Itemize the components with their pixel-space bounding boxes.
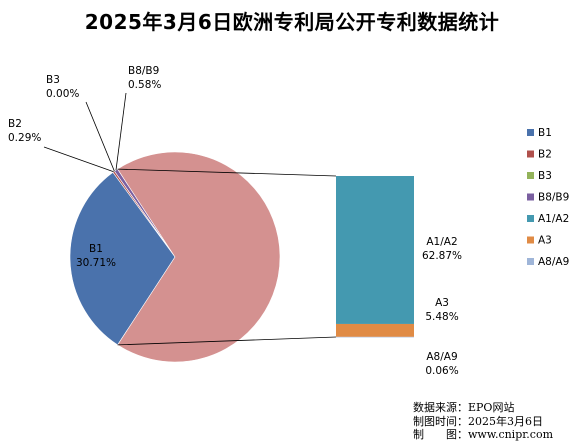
legend-swatch-a8-a9 [527, 258, 534, 265]
legend-label-b8-b9: B8/B9 [538, 192, 569, 204]
legend-label-a3: A3 [538, 235, 552, 247]
data-label-b2: B2 0.29% [8, 118, 41, 144]
svg-text:B2: B2 [8, 118, 22, 130]
legend-swatch-b1 [527, 129, 534, 136]
legend-label-b2: B2 [538, 149, 552, 161]
data-label-a3: A3 5.48% [425, 297, 458, 323]
legend-swatch-b2 [527, 151, 534, 158]
svg-text:0.06%: 0.06% [425, 365, 458, 377]
legend-swatch-a3 [527, 237, 534, 244]
svg-text:30.71%: 30.71% [76, 257, 116, 269]
svg-text:62.87%: 62.87% [422, 250, 462, 262]
legend-swatch-b3 [527, 172, 534, 179]
svg-text:A8/A9: A8/A9 [426, 351, 457, 363]
data-label-b8-b9: B8/B9 0.58% [128, 65, 161, 91]
data-label-b3: B3 0.00% [46, 74, 79, 100]
source-line-time: 制图时间：2025年3月6日 [413, 415, 553, 429]
legend-label-a1-a2: A1/A2 [538, 213, 569, 225]
leader-line-b2 [44, 147, 114, 172]
legend-swatch-b8-b9 [527, 194, 534, 201]
bar-segment-a8-a9 [336, 337, 414, 338]
svg-text:B3: B3 [46, 74, 60, 86]
legend-label-a8-a9: A8/A9 [538, 256, 569, 268]
legend-item-a8-a9: A8/A9 [527, 256, 569, 268]
legend-item-b8-b9: B8/B9 [527, 192, 569, 204]
legend-item-a3: A3 [527, 235, 552, 247]
data-label-a1-a2: A1/A2 62.87% [422, 236, 462, 262]
legend-item-b3: B3 [527, 170, 552, 182]
legend-item-a1-a2: A1/A2 [527, 213, 569, 225]
legend-label-b3: B3 [538, 170, 552, 182]
svg-text:B1: B1 [89, 243, 103, 255]
source-note: 数据来源：EPO网站 制图时间：2025年3月6日 制 图：www.cnipr.… [413, 401, 553, 442]
leader-line-b8-b9 [116, 93, 126, 170]
svg-text:A3: A3 [435, 297, 449, 309]
bar-segment-a1-a2 [336, 176, 414, 324]
legend-item-b2: B2 [527, 149, 552, 161]
legend-swatch-a1-a2 [527, 215, 534, 222]
leader-line-b3 [86, 102, 114, 171]
svg-text:5.48%: 5.48% [425, 311, 458, 323]
svg-text:B8/B9: B8/B9 [128, 65, 159, 77]
svg-text:0.00%: 0.00% [46, 88, 79, 100]
bar-segment-a3 [336, 324, 414, 337]
svg-text:0.58%: 0.58% [128, 79, 161, 91]
svg-text:0.29%: 0.29% [8, 132, 41, 144]
source-line-data: 数据来源：EPO网站 [413, 401, 553, 415]
legend-label-b1: B1 [538, 127, 552, 139]
svg-text:A1/A2: A1/A2 [426, 236, 457, 248]
source-line-author: 制 图：www.cnipr.com [413, 428, 553, 442]
data-label-a8-a9: A8/A9 0.06% [425, 351, 458, 377]
legend-item-b1: B1 [527, 127, 552, 139]
